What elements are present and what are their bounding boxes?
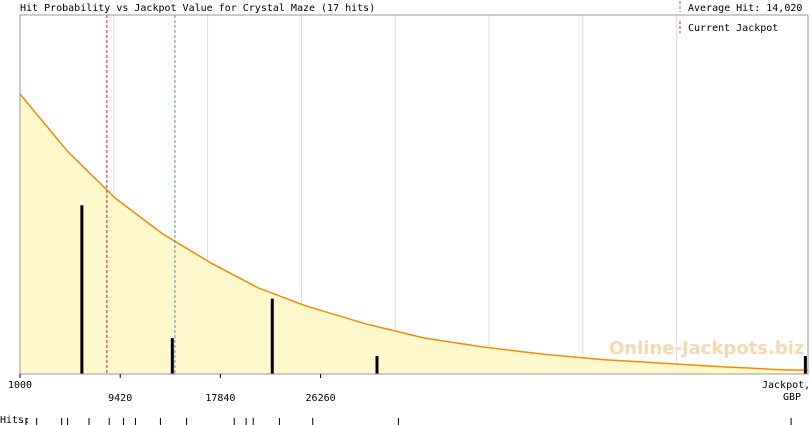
- legend-current-jackpot: Current Jackpot: [688, 23, 778, 34]
- plot-frame: [19, 14, 809, 375]
- probability-area: [20, 94, 808, 374]
- x-tick-label: 17840: [205, 393, 235, 404]
- watermark: Online-Jackpots.biz: [609, 338, 804, 359]
- x-axis-unit: GBP: [783, 392, 801, 403]
- probability-curve: [19, 93, 809, 372]
- x-tick-label: 9420: [108, 393, 132, 404]
- hit-bar: [270, 298, 274, 374]
- legend: Average Hit: 14,020 Current Jackpot: [679, 1, 802, 34]
- chart-title: Hit Probability vs Jackpot Value for Cry…: [20, 3, 375, 14]
- hits-axis-ticks: [25, 418, 792, 425]
- hit-bar: [80, 205, 84, 374]
- hit-bar: [375, 356, 379, 374]
- hits-axis-label: Hits:: [0, 415, 30, 425]
- hit-bar: [170, 338, 174, 374]
- x-axis-ticks: 1000 9420 17840 26260: [8, 374, 336, 404]
- legend-average-hit: Average Hit: 14,020: [688, 3, 802, 14]
- hit-bars: [80, 205, 807, 374]
- x-axis-label: Jackpot,: [762, 380, 810, 391]
- x-tick-label: 26260: [306, 393, 336, 404]
- hit-bar: [803, 356, 807, 374]
- x-tick-label: 1000: [8, 380, 32, 391]
